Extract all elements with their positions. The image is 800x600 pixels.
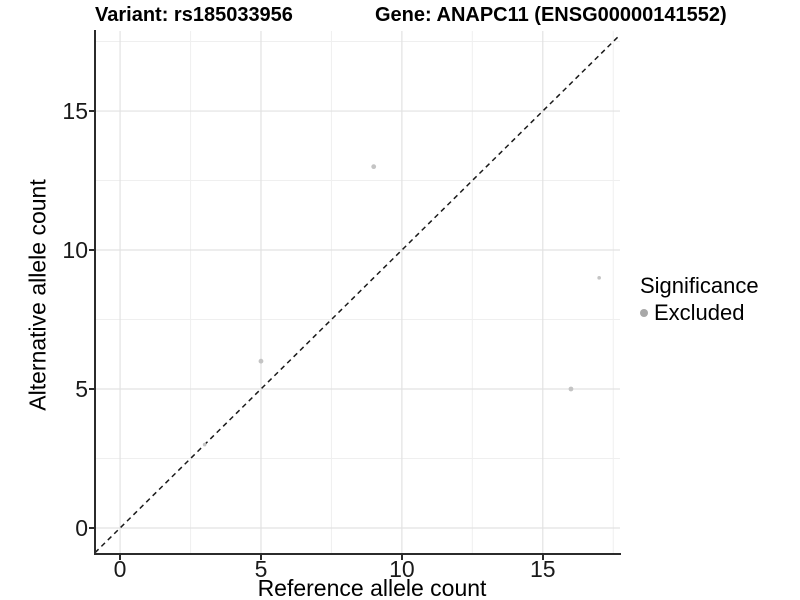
legend-item-excluded: Excluded bbox=[640, 301, 759, 325]
y-axis-title: Alternative allele count bbox=[24, 179, 51, 411]
data-point bbox=[202, 442, 207, 447]
x-tick-mark bbox=[119, 555, 122, 560]
gene-title: Gene: ANAPC11 (ENSG00000141552) bbox=[375, 4, 727, 26]
legend-item-label: Excluded bbox=[654, 300, 745, 325]
data-point bbox=[597, 276, 601, 280]
legend-title: Significance bbox=[640, 273, 759, 298]
y-tick-mark bbox=[89, 526, 94, 529]
data-point bbox=[258, 358, 264, 364]
y-tick-label: 15 bbox=[62, 98, 88, 125]
x-tick-label: 10 bbox=[389, 556, 415, 582]
x-tick-mark bbox=[400, 555, 403, 560]
data-point bbox=[371, 164, 377, 170]
legend-key-dot-icon bbox=[640, 309, 648, 317]
x-axis-title: Reference allele count bbox=[257, 575, 487, 600]
x-tick-label: 5 bbox=[254, 556, 268, 582]
y-tick-mark bbox=[89, 388, 94, 390]
y-tick-mark bbox=[89, 249, 94, 252]
x-tick-label: 15 bbox=[529, 556, 556, 582]
y-tick-label: 0 bbox=[75, 514, 88, 541]
x-tick-mark bbox=[259, 555, 262, 560]
y-axis-line bbox=[94, 30, 96, 554]
x-axis-line bbox=[94, 553, 621, 555]
y-tick-mark bbox=[89, 110, 94, 113]
plot-panel bbox=[95, 31, 620, 553]
variant-title: Variant: rs185033956 bbox=[95, 4, 293, 26]
y-tick-label: 10 bbox=[62, 237, 88, 264]
x-tick-mark bbox=[541, 555, 544, 560]
legend: Significance Excluded bbox=[640, 272, 759, 325]
y-tick-label: 5 bbox=[75, 376, 88, 402]
x-tick-label: 0 bbox=[113, 556, 127, 582]
identity-line bbox=[95, 34, 620, 553]
plot-canvas bbox=[95, 31, 620, 553]
data-point bbox=[568, 386, 574, 392]
